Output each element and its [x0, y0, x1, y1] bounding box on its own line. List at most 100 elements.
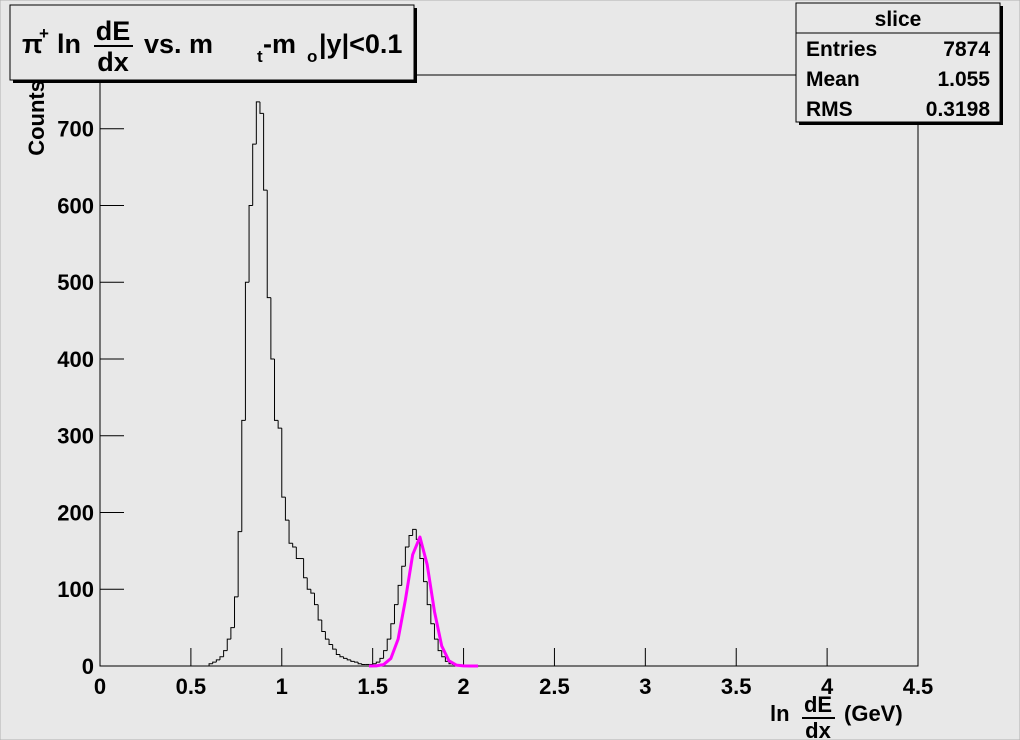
histogram-bin: [281, 428, 286, 498]
stats-label: RMS: [806, 98, 853, 121]
title-part: dE: [96, 16, 131, 46]
histogram-bin: [306, 577, 311, 590]
histogram-bin: [310, 589, 315, 594]
title-part: vs. m: [144, 29, 213, 59]
histogram-bin: [346, 658, 351, 661]
histogram-bin: [357, 662, 362, 665]
title: π + ln dE dx vs. m t -m o |y|<0.1: [22, 16, 402, 77]
histogram-bin: [219, 656, 224, 660]
histogram-bin: [404, 546, 410, 567]
x-label-part: dx: [805, 718, 831, 740]
histogram-bin: [288, 520, 293, 544]
x-label-part: dE: [804, 692, 832, 717]
x-tick-label: 2: [457, 674, 469, 699]
title-part: +: [39, 24, 49, 43]
x-tick-label: 3: [639, 674, 651, 699]
histogram-bin: [234, 596, 239, 628]
histogram-bin: [441, 650, 446, 658]
histogram-bin: [252, 143, 257, 206]
histogram-bin: [263, 113, 268, 191]
histogram-bin: [401, 565, 406, 586]
y-tick-label: 0: [82, 654, 94, 679]
histogram-bin: [397, 584, 402, 605]
y-tick-label: 200: [57, 500, 94, 525]
stats-value: 0.3198: [926, 98, 991, 121]
histogram-bin: [426, 581, 431, 606]
histogram-bin: [274, 358, 279, 421]
histogram-bin: [215, 659, 220, 663]
x-axis-label: ln dE dx (GeV): [770, 692, 903, 740]
x-tick-label: 0.5: [176, 674, 207, 699]
histogram-bin: [226, 638, 231, 651]
histogram-bin: [324, 631, 330, 640]
y-tick-label: 700: [57, 117, 94, 142]
histogram-bin: [212, 661, 217, 664]
title-part: ln: [57, 29, 81, 59]
title-part: -m: [263, 29, 296, 59]
stats-label: Entries: [806, 38, 877, 61]
histogram-bin: [372, 663, 377, 665]
y-tick-label: 300: [57, 424, 94, 449]
histogram-bin: [339, 654, 344, 658]
histogram-bin: [332, 644, 337, 650]
histogram-bin: [328, 639, 333, 646]
y-tick-label: 500: [57, 270, 94, 295]
histogram-bin: [375, 661, 380, 664]
histogram-bin: [379, 657, 384, 663]
stats-value: 1.055: [937, 68, 990, 91]
histogram-bin: [423, 558, 428, 583]
x-tick-label: 1.5: [357, 674, 388, 699]
histogram-bin: [277, 420, 282, 429]
x-label-part: (GeV): [844, 701, 903, 726]
x-tick-label: 4: [821, 674, 834, 699]
stats-value: 7874: [943, 38, 990, 61]
histogram-bin: [248, 204, 253, 283]
histogram-bin: [223, 650, 228, 657]
histogram-bin: [284, 497, 290, 521]
x-tick-label: 3.5: [721, 674, 752, 699]
fit-curve: [368, 535, 479, 668]
x-tick-label: 2.5: [539, 674, 570, 699]
histogram-bin: [412, 528, 417, 536]
title-part: o: [307, 47, 317, 66]
histogram-bin: [383, 650, 388, 659]
histogram-bin: [386, 638, 391, 651]
title-part: π: [22, 29, 43, 59]
histogram-bin: [350, 659, 355, 662]
histogram-bin: [255, 101, 260, 145]
histogram-bin: [292, 543, 297, 548]
histogram-bin: [419, 539, 424, 560]
title-part: t: [257, 47, 263, 66]
histogram-bin: [393, 604, 399, 624]
histogram-bin: [353, 661, 359, 663]
x-label-part: ln: [770, 701, 790, 726]
y-tick-label: 400: [57, 347, 94, 372]
histogram-bin: [230, 627, 235, 640]
histogram-bin: [237, 531, 242, 597]
histogram-bin: [430, 604, 435, 625]
y-tick-label: 600: [57, 193, 94, 218]
histogram-bin: [244, 281, 250, 421]
histogram-bin: [208, 663, 213, 666]
x-tick-label: 1: [276, 674, 288, 699]
histogram-bin: [433, 623, 439, 640]
histogram-bin: [241, 419, 246, 532]
title-part: dx: [97, 47, 129, 77]
histogram-bin: [313, 593, 319, 606]
histogram-bin: [437, 639, 442, 652]
title-part: |y|<0.1: [319, 29, 402, 59]
histogram-bin: [317, 604, 322, 621]
histogram-bin: [321, 619, 326, 632]
histogram-bin: [390, 623, 395, 640]
histogram-bin: [343, 656, 348, 659]
histogram-bin: [361, 663, 366, 665]
histogram-bin: [303, 558, 308, 579]
histogram-bin: [295, 547, 300, 560]
x-tick-label: 0: [94, 674, 106, 699]
histogram-bin: [259, 101, 264, 114]
histogram-bin: [408, 535, 413, 548]
histogram-bin: [335, 649, 340, 655]
stats-title: slice: [875, 8, 922, 31]
histogram-bin: [266, 190, 271, 299]
